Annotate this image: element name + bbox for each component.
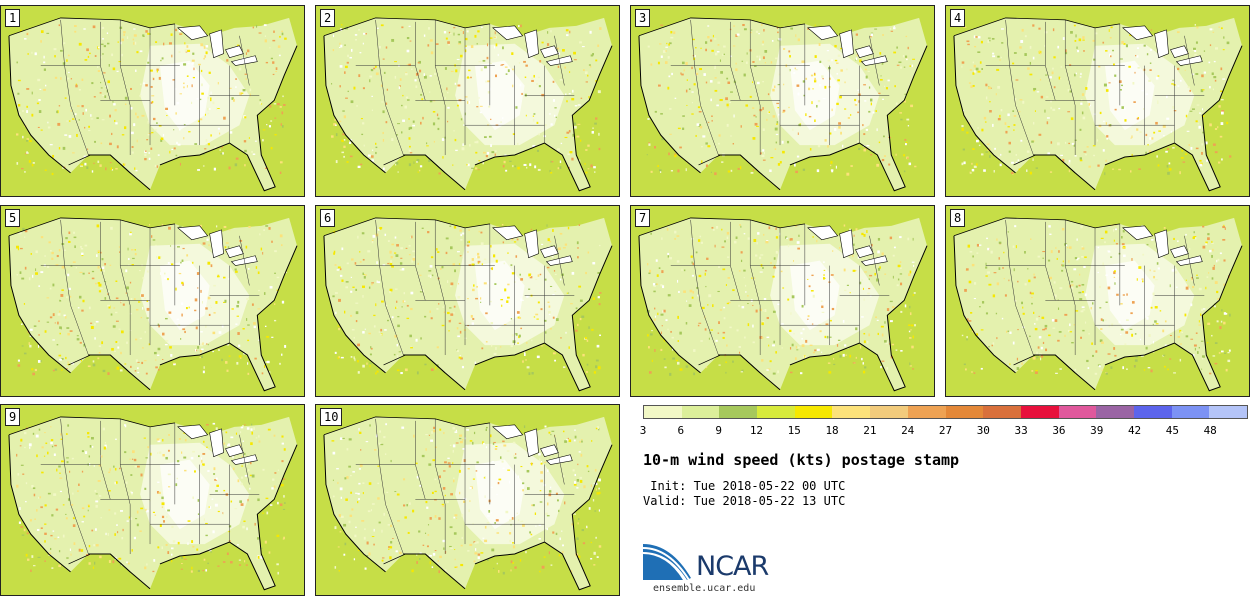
- ensemble-member-panel-9: 9: [0, 404, 305, 596]
- colorbar-segment: [1209, 406, 1247, 418]
- wind-speed-colorbar: [643, 405, 1248, 419]
- member-label: 8: [950, 209, 966, 227]
- ensemble-member-panel-7: 7: [630, 205, 935, 397]
- ensemble-member-panel-5: 5: [0, 205, 305, 397]
- colorbar-segment: [794, 406, 833, 418]
- member-label: 4: [950, 9, 966, 27]
- ncar-logo-icon: [643, 544, 691, 581]
- ensemble-member-panel-6: 6: [315, 205, 620, 397]
- colorbar-tick-label: 30: [976, 424, 990, 437]
- colorbar-segment: [1171, 406, 1210, 418]
- colorbar-segment: [1058, 406, 1097, 418]
- ensemble-member-panel-1: 1: [0, 5, 305, 197]
- colorbar-tick-label: 45: [1165, 424, 1179, 437]
- wind-speed-map: [316, 6, 619, 196]
- colorbar-tick-label: 15: [787, 424, 801, 437]
- colorbar-segment: [907, 406, 946, 418]
- member-label: 9: [5, 408, 21, 426]
- colorbar-segment: [945, 406, 984, 418]
- colorbar-segment: [1020, 406, 1059, 418]
- colorbar-tick-label: 33: [1014, 424, 1028, 437]
- ncar-logo-text: NCAR: [696, 551, 769, 582]
- colorbar-tick-label: 12: [749, 424, 764, 437]
- colorbar-tick-label: 6: [677, 424, 685, 437]
- wind-speed-map: [1, 405, 304, 595]
- wind-speed-map: [1, 6, 304, 196]
- init-time: Init: Tue 2018-05-22 00 UTC: [643, 479, 846, 493]
- wind-speed-map: [946, 6, 1249, 196]
- map-title: 10-m wind speed (kts) postage stamp: [643, 451, 960, 469]
- member-label: 10: [320, 408, 343, 426]
- member-label: 6: [320, 209, 336, 227]
- colorbar-tick-label: 48: [1203, 424, 1217, 437]
- wind-speed-map: [631, 6, 934, 196]
- colorbar-tick-label: 3: [639, 424, 647, 437]
- ensemble-member-panel-4: 4: [945, 5, 1250, 197]
- ensemble-member-panel-8: 8: [945, 205, 1250, 397]
- wind-speed-map: [946, 206, 1249, 396]
- wind-speed-map: [316, 405, 619, 595]
- wind-speed-map: [316, 206, 619, 396]
- member-label: 5: [5, 209, 21, 227]
- colorbar-segment: [1133, 406, 1172, 418]
- member-label: 1: [5, 9, 21, 27]
- wind-speed-map: [631, 206, 934, 396]
- colorbar-tick-label: 27: [938, 424, 953, 437]
- colorbar-tick-label: 18: [825, 424, 839, 437]
- colorbar-segment: [983, 406, 1021, 418]
- valid-time: Valid: Tue 2018-05-22 13 UTC: [643, 494, 846, 508]
- site-url: ensemble.ucar.edu: [653, 583, 756, 594]
- ensemble-member-panel-10: 10: [315, 404, 620, 596]
- ensemble-member-panel-3: 3: [630, 5, 935, 197]
- colorbar-tick-labels: 3 6 9 12 15 18 21 24 27 30 33 36 39 42 45 48: [639, 424, 1248, 438]
- member-label: 7: [635, 209, 651, 227]
- colorbar-segment: [832, 406, 871, 418]
- ensemble-member-panel-2: 2: [315, 5, 620, 197]
- colorbar-segment: [719, 406, 758, 418]
- colorbar-tick-label: 21: [863, 424, 877, 437]
- colorbar-segment: [1096, 406, 1134, 418]
- colorbar-segment: [644, 406, 682, 418]
- colorbar-segment: [870, 406, 908, 418]
- colorbar-tick-label: 36: [1052, 424, 1066, 437]
- colorbar-tick-label: 9: [715, 424, 722, 437]
- colorbar-segment: [757, 406, 795, 418]
- member-label: 2: [320, 9, 336, 27]
- colorbar-tick-label: 42: [1127, 424, 1142, 437]
- colorbar-tick-label: 24: [901, 424, 915, 437]
- colorbar-tick-label: 39: [1090, 424, 1104, 437]
- colorbar-segment: [681, 406, 720, 418]
- wind-speed-map: [1, 206, 304, 396]
- member-label: 3: [635, 9, 651, 27]
